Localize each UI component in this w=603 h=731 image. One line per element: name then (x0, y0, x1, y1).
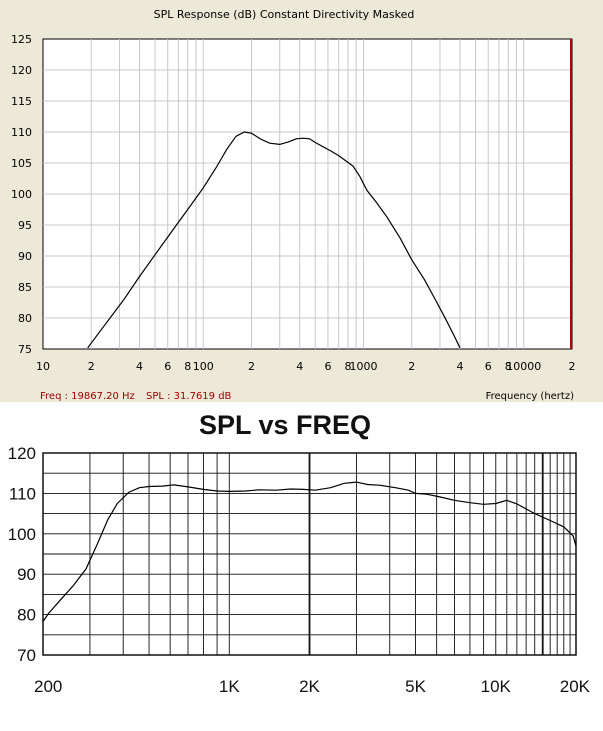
top-x-tick-label: 6 (485, 360, 492, 373)
top-x-tick-label: 2 (248, 360, 255, 373)
bottom-y-tick-label: 100 (8, 525, 36, 544)
top-x-tick-label: 2 (569, 360, 576, 373)
top-x-tick-label: 8 (505, 360, 512, 373)
top-x-tick-label: 6 (324, 360, 331, 373)
bottom-x-tick-label: 20K (560, 677, 591, 696)
top-chart-title: SPL Response (dB) Constant Directivity M… (154, 8, 415, 21)
top-chart-svg: SPL Response (dB) Constant Directivity M… (11, 8, 576, 402)
top-x-tick-label: 4 (136, 360, 143, 373)
top-x-tick-label: 10 (36, 360, 50, 373)
top-x-tick-label: 2 (88, 360, 95, 373)
top-y-tick-label: 75 (18, 343, 32, 356)
top-y-tick-label: 100 (11, 188, 32, 201)
bottom-x-tick-label: 10K (481, 677, 512, 696)
bottom-x-tick-label: 1K (219, 677, 240, 696)
top-x-axis-label: Frequency (hertz) (486, 391, 575, 402)
bottom-x-tick-label: 200 (34, 677, 62, 696)
bottom-y-tick-label: 110 (9, 484, 36, 503)
top-y-tick-label: 90 (18, 250, 32, 263)
bottom-spl-series-line (42, 481, 577, 622)
bottom-y-tick-label: 80 (17, 606, 36, 625)
spl-readout: SPL : 31.7619 dB (146, 391, 232, 402)
bottom-y-tick-label: 90 (17, 565, 36, 584)
bottom-chart-panel: SPL vs FREQ 120 110 100 90 80 70 200 1K 2K 5K 10K… (0, 402, 603, 731)
top-x-tick-label: 4 (456, 360, 463, 373)
bottom-y-tick-label: 120 (8, 444, 36, 463)
bottom-x-tick-label: 2K (299, 677, 320, 696)
freq-readout: Freq : 19867.20 Hz (40, 391, 135, 402)
top-x-tick-label: 8 (184, 360, 191, 373)
top-y-tick-label: 115 (11, 95, 32, 108)
top-y-tick-label: 95 (18, 219, 32, 232)
top-x-tick-label: 1000 (350, 360, 378, 373)
bottom-y-tick-label: 70 (17, 646, 36, 665)
top-x-tick-label: 100 (193, 360, 214, 373)
top-x-tick-label: 6 (164, 360, 171, 373)
top-y-tick-label: 110 (11, 126, 32, 139)
top-x-tick-label: 8 (344, 360, 351, 373)
bottom-chart-title: SPL vs FREQ (199, 410, 371, 440)
top-y-tick-label: 120 (11, 64, 32, 77)
top-x-tick-label: 10000 (506, 360, 541, 373)
top-y-tick-label: 105 (11, 157, 32, 170)
top-x-tick-label: 4 (296, 360, 303, 373)
top-x-tick-label: 2 (408, 360, 415, 373)
bottom-x-tick-label: 5K (405, 677, 426, 696)
top-chart-panel: SPL Response (dB) Constant Directivity M… (0, 0, 603, 402)
top-spl-series-line (87, 131, 461, 349)
top-y-tick-label: 85 (18, 281, 32, 294)
top-y-tick-label: 125 (11, 33, 32, 46)
top-y-tick-label: 80 (18, 312, 32, 325)
bottom-chart-svg: SPL vs FREQ 120 110 100 90 80 70 200 1K 2K 5K 10K… (8, 410, 591, 696)
